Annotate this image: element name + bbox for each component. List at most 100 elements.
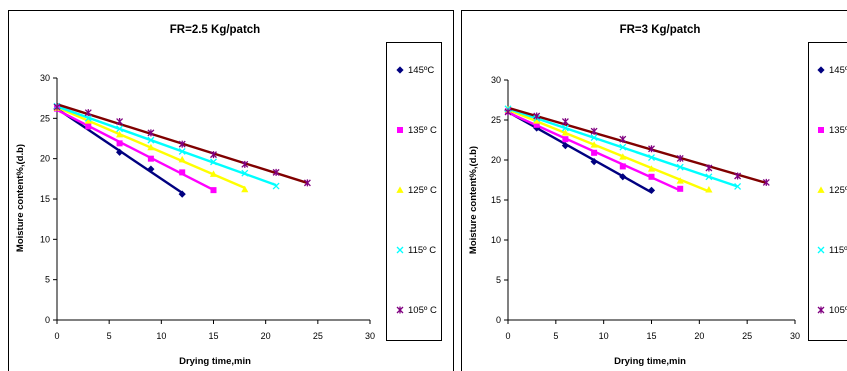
legend-label: 135º C — [829, 125, 847, 136]
legend-label: 105º C — [408, 305, 437, 316]
legend-marker — [396, 186, 404, 193]
legend-marker — [818, 127, 824, 133]
legend-label: 135º C — [408, 125, 437, 136]
trendline — [56, 108, 215, 192]
data-point — [561, 124, 569, 132]
legend-marker — [817, 306, 825, 314]
chart-area-border — [8, 10, 454, 371]
data-point — [734, 172, 742, 180]
data-point — [303, 179, 311, 187]
data-point — [561, 118, 569, 126]
data-point — [504, 108, 512, 116]
x-tick-label: 5 — [107, 331, 112, 341]
y-tick-label: 15 — [491, 195, 501, 205]
data-point — [561, 142, 569, 150]
legend-label: 115º C — [408, 245, 436, 256]
data-point — [590, 134, 598, 142]
data-point — [84, 117, 92, 124]
data-point — [734, 182, 742, 190]
x-tick-label: 25 — [742, 331, 752, 341]
data-point — [619, 135, 627, 143]
plot-area: 0 5 10 15 20 25 30 0 5 10 15 20 25 30 — [40, 73, 375, 341]
y-tick-label: 0 — [496, 315, 501, 325]
y-axis-label: Moisture content%,(d.b) — [15, 144, 26, 252]
x-tick-label: 0 — [54, 331, 59, 341]
data-point — [619, 143, 627, 151]
data-point — [210, 158, 217, 166]
data-point — [116, 118, 124, 126]
legend-label: 115º C — [829, 245, 847, 256]
data-point — [179, 169, 186, 176]
legend-marker — [396, 246, 404, 254]
x-axis-label: Drying time,min — [614, 356, 686, 367]
data-point — [619, 163, 626, 170]
legend-label: 125º C — [829, 185, 847, 196]
data-point — [762, 178, 770, 186]
data-point — [53, 103, 61, 111]
data-point — [116, 125, 124, 133]
x-tick-label: 10 — [599, 331, 609, 341]
y-tick-label: 25 — [40, 113, 50, 123]
x-tick-label: 10 — [156, 331, 166, 341]
x-tick-label: 0 — [505, 331, 510, 341]
data-point — [210, 187, 217, 194]
data-point — [533, 121, 540, 128]
y-tick-label: 0 — [45, 315, 50, 325]
data-point — [676, 154, 684, 162]
y-tick-label: 30 — [40, 73, 50, 83]
y-tick-label: 5 — [496, 275, 501, 285]
data-point — [677, 185, 684, 192]
data-point — [116, 130, 124, 138]
data-point — [561, 129, 569, 136]
data-point — [178, 147, 186, 155]
chart-title: FR=3 Kg/patch — [620, 24, 701, 36]
data-point — [210, 151, 217, 159]
data-point — [562, 136, 569, 143]
y-axis-label: Moisture content%,(d.b) — [468, 146, 479, 254]
x-tick-label: 15 — [646, 331, 656, 341]
y-tick-label: 10 — [491, 235, 501, 245]
data-point — [619, 173, 627, 181]
data-point — [147, 143, 155, 151]
x-tick-label: 30 — [365, 331, 375, 341]
x-tick-label: 5 — [553, 331, 558, 341]
data-point — [648, 154, 655, 162]
x-tick-label: 15 — [208, 331, 218, 341]
data-point — [590, 141, 598, 148]
chart-fr-2-5: FR=2.5 Kg/patch 0 5 10 15 20 25 30 0 5 10 15 20 25 30… — [8, 10, 454, 371]
trendline — [56, 105, 277, 187]
data-point — [147, 165, 155, 173]
chart-fr-3: FR=3 Kg/patch 0 5 10 15 20 25 30 0 5 10 15 20 25 30 D… — [461, 10, 847, 371]
data-point — [85, 123, 92, 130]
y-tick-label: 10 — [40, 234, 50, 244]
data-point — [647, 186, 656, 194]
legend-marker — [396, 306, 404, 314]
legend-marker — [817, 186, 825, 193]
data-point — [272, 182, 280, 190]
data-point — [147, 155, 154, 162]
legend-marker — [817, 66, 825, 74]
x-axis-label: Drying time,min — [179, 356, 251, 367]
data-point — [533, 117, 541, 124]
x-tick-label: 20 — [694, 331, 704, 341]
legend-label: 145ºC — [829, 65, 847, 76]
legend: 145ºC 135º C 125º C 115º C 105º C — [808, 42, 847, 341]
legend: 145ºC 135º C 125º C 115º C 105º C — [386, 42, 442, 341]
trendline — [507, 108, 710, 193]
trendline — [507, 106, 767, 185]
plot-area: 0 5 10 15 20 25 30 0 5 10 15 20 25 30 — [491, 75, 800, 341]
data-point — [705, 173, 713, 181]
data-point — [147, 129, 155, 137]
data-point — [590, 127, 598, 135]
data-point — [705, 186, 713, 193]
legend-label: 105º C — [829, 305, 847, 316]
legend-box — [808, 42, 847, 341]
data-point — [676, 163, 684, 171]
data-point — [84, 114, 92, 122]
legend-entries: 145ºC 135º C 125º C 115º C 105º C — [396, 65, 437, 316]
data-point — [116, 140, 123, 147]
data-point — [178, 190, 186, 198]
legend-marker — [396, 66, 404, 74]
trendline — [507, 110, 653, 194]
